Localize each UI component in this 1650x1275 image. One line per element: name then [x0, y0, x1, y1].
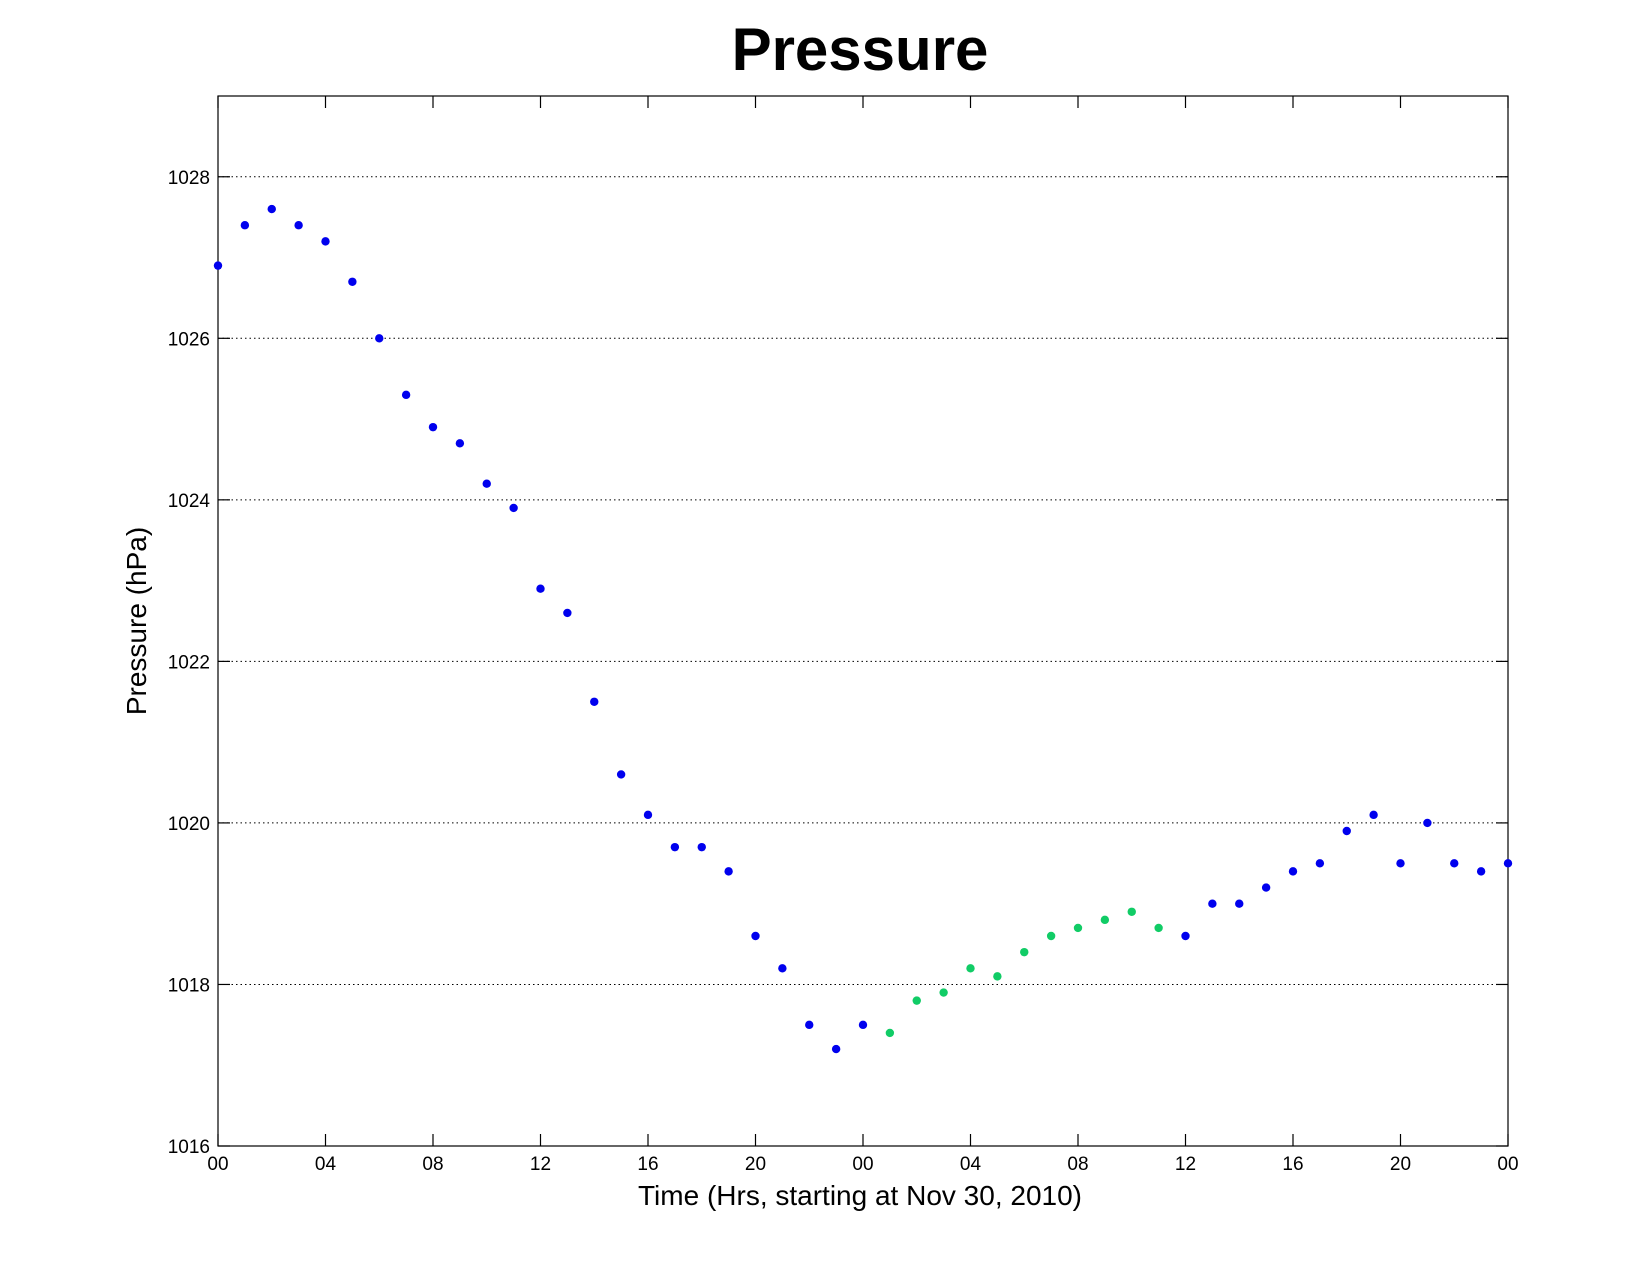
- data-point: [240, 221, 250, 230]
- axis-ticks: [217, 96, 1509, 1147]
- data-points: [213, 204, 1513, 1054]
- data-point: [751, 931, 760, 941]
- plot-area-frame: [217, 95, 1509, 1147]
- data-point: [697, 842, 706, 852]
- y-tick-label: 1028: [168, 168, 210, 189]
- x-tick-label: 04: [960, 1154, 982, 1175]
- data-point: [375, 334, 384, 343]
- data-point: [536, 584, 545, 593]
- x-tick-label: 16: [637, 1154, 658, 1175]
- data-point: [348, 277, 357, 286]
- data-point: [1208, 899, 1217, 908]
- gridlines: [218, 176, 1508, 985]
- data-point: [294, 221, 303, 230]
- x-tick-label: 00: [852, 1154, 873, 1175]
- y-tick-labels: 1016 1018 1020 1022 1024 1026 1028: [168, 168, 211, 1158]
- x-axis-label: Time (Hrs, starting at Nov 30, 2010): [638, 1180, 1082, 1211]
- data-point: [966, 964, 975, 973]
- data-point: [616, 770, 626, 779]
- data-point: [1476, 867, 1486, 876]
- x-tick-label: 08: [422, 1154, 443, 1175]
- x-tick-label: 00: [1497, 1154, 1518, 1175]
- data-point: [428, 422, 438, 432]
- data-point: [590, 697, 599, 706]
- data-point: [993, 972, 1002, 981]
- data-point: [831, 1044, 841, 1054]
- y-tick-label: 1024: [168, 491, 211, 512]
- data-point: [1154, 923, 1163, 933]
- data-point: [1450, 859, 1459, 868]
- x-tick-labels: 00 04 08 12 16 20 00 04 08 12 16 20 00: [207, 1154, 1518, 1175]
- data-point: [1073, 923, 1083, 933]
- data-point: [1369, 810, 1378, 820]
- data-point: [455, 439, 465, 448]
- data-point: [1100, 915, 1110, 925]
- y-tick-label: 1022: [168, 652, 210, 673]
- y-axis-label: Pressure (hPa): [121, 527, 152, 715]
- data-point: [670, 842, 680, 852]
- data-point: [1235, 899, 1244, 908]
- data-point: [267, 204, 276, 214]
- x-tick-label: 08: [1067, 1154, 1088, 1175]
- data-point: [213, 261, 223, 270]
- data-point: [1423, 818, 1432, 828]
- data-point: [805, 1020, 814, 1030]
- y-tick-label: 1016: [168, 1137, 210, 1158]
- x-tick-label: 00: [207, 1154, 228, 1175]
- data-point: [1288, 867, 1298, 876]
- y-tick-label: 1020: [168, 814, 210, 835]
- x-tick-label: 16: [1282, 1154, 1303, 1175]
- x-tick-label: 12: [530, 1154, 551, 1175]
- data-point: [1342, 826, 1351, 836]
- data-point: [885, 1028, 895, 1038]
- x-tick-label: 12: [1175, 1154, 1196, 1175]
- data-point: [401, 390, 411, 400]
- data-point: [858, 1020, 868, 1030]
- data-point: [724, 867, 733, 876]
- y-tick-label: 1026: [168, 329, 210, 350]
- data-point: [1127, 907, 1136, 916]
- data-point: [912, 996, 921, 1005]
- data-point: [1315, 859, 1325, 868]
- x-tick-label: 04: [315, 1154, 337, 1175]
- data-point: [1503, 859, 1513, 868]
- data-point: [482, 479, 491, 488]
- data-point: [1181, 931, 1190, 941]
- x-tick-label: 20: [1390, 1154, 1411, 1175]
- data-point: [939, 988, 948, 997]
- data-point: [643, 810, 653, 820]
- data-point: [1261, 883, 1271, 892]
- chart-title: Pressure: [732, 16, 989, 83]
- data-point: [1396, 859, 1405, 868]
- data-point: [1046, 931, 1056, 941]
- data-point: [563, 608, 572, 618]
- data-point: [778, 964, 787, 973]
- data-point: [509, 503, 518, 513]
- data-point: [321, 237, 330, 246]
- x-tick-label: 20: [745, 1154, 766, 1175]
- data-point: [1020, 947, 1029, 957]
- y-tick-label: 1018: [168, 975, 210, 996]
